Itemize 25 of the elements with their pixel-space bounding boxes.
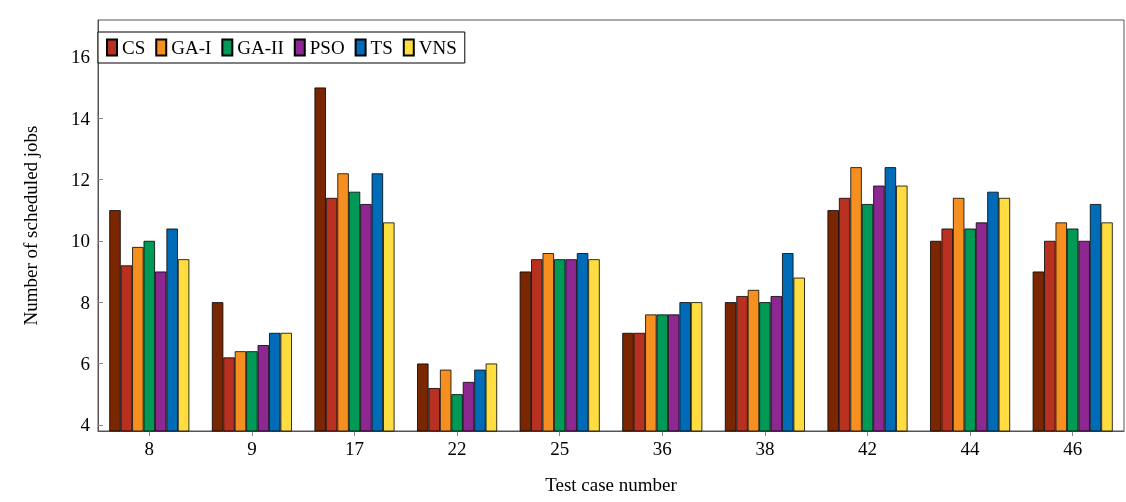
y-tick-label: 12 (71, 168, 90, 190)
legend-label: TS (370, 37, 393, 58)
y-tick-label: 6 (80, 353, 90, 375)
legend-label: VNS (418, 37, 457, 58)
y-tick-label: 8 (80, 291, 90, 313)
y-tick-label: 4 (80, 414, 91, 436)
legend-label: PSO (309, 37, 345, 58)
x-tick-label: 17 (345, 438, 364, 459)
x-tick-label: 46 (1063, 438, 1083, 459)
y-tick-label: 16 (71, 46, 90, 68)
x-tick-label: 42 (858, 438, 877, 459)
x-tick-label: 38 (755, 438, 775, 459)
x-tick-label: 9 (247, 438, 257, 459)
x-tick-label: 22 (447, 438, 467, 459)
x-tick-label: 8 (144, 438, 155, 459)
legend-label: GA-I (171, 37, 212, 58)
x-tick-label: 25 (550, 438, 570, 459)
legend-label: GA-II (237, 37, 284, 58)
x-tick-label: 44 (960, 438, 981, 459)
x-axis-title: Test case number (545, 474, 678, 495)
y-tick-label: 14 (71, 107, 91, 129)
y-tick-label: 10 (71, 230, 90, 252)
y-axis-title: Number of scheduled jobs (20, 125, 41, 326)
legend-label: CS (122, 37, 146, 58)
x-tick-label: 36 (652, 438, 672, 459)
